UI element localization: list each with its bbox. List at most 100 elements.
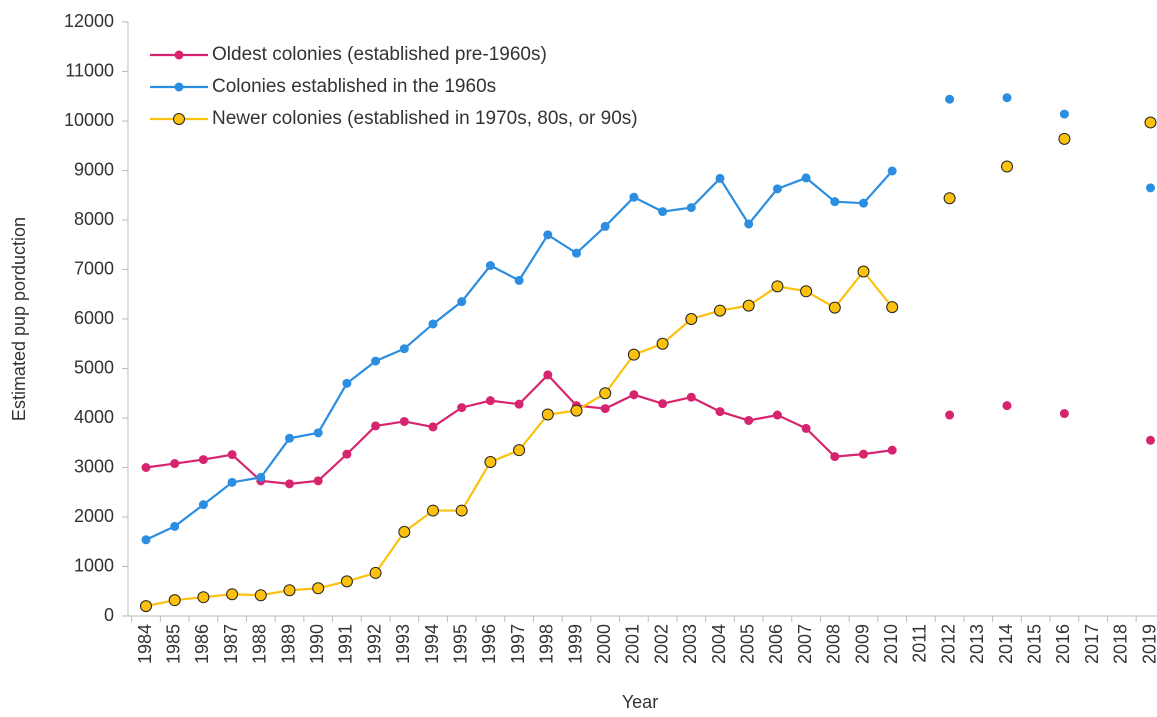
legend-label: Oldest colonies (established pre-1960s) (212, 44, 547, 65)
x-tick-label: 2018 (1111, 624, 1131, 664)
data-point (1059, 109, 1069, 119)
data-point (340, 575, 353, 588)
legend-marker (174, 50, 184, 60)
legend-marker (173, 113, 185, 125)
y-tick-label: 11000 (65, 60, 114, 80)
data-point (599, 387, 612, 400)
x-tick-label: 1999 (565, 624, 585, 664)
data-point (342, 378, 352, 388)
data-point (658, 399, 668, 409)
x-tick-label: 2002 (651, 624, 671, 664)
data-point (600, 404, 610, 414)
x-tick-label: 2014 (996, 624, 1016, 664)
data-point (484, 456, 497, 469)
x-tick-label: 2017 (1082, 624, 1102, 664)
data-point (1144, 116, 1157, 129)
data-point (800, 285, 813, 298)
x-tick-label: 2000 (594, 624, 614, 664)
data-point (198, 500, 208, 510)
data-point (887, 166, 897, 176)
data-point (685, 313, 698, 325)
x-tick-label: 2011 (910, 624, 930, 663)
y-tick-label: 0 (104, 605, 114, 625)
x-tick-label: 2007 (795, 624, 815, 664)
data-point (627, 348, 640, 361)
data-point (629, 192, 639, 202)
data-point (600, 221, 610, 231)
data-point (313, 476, 323, 486)
data-point (886, 301, 899, 314)
data-point (168, 594, 181, 607)
data-point (830, 452, 840, 462)
x-tick-label: 2013 (967, 624, 987, 664)
data-point (1146, 435, 1155, 445)
x-tick-label: 1986 (192, 624, 212, 664)
x-tick-label: 2003 (680, 624, 700, 664)
data-point (859, 198, 868, 208)
x-tick-label: 1998 (537, 624, 557, 664)
x-axis-label: Year (622, 692, 658, 712)
x-tick-label: 2019 (1139, 624, 1157, 664)
y-tick-label: 2000 (74, 506, 114, 526)
x-tick-label: 2010 (881, 624, 901, 664)
data-point (772, 184, 782, 194)
data-point (256, 472, 266, 482)
y-tick-label: 12000 (64, 11, 114, 31)
data-point (857, 265, 870, 278)
data-point (1059, 409, 1069, 419)
data-point (771, 280, 784, 293)
data-point (170, 459, 180, 469)
data-point (714, 304, 726, 317)
x-tick-label: 2015 (1024, 624, 1044, 664)
data-point (1146, 183, 1155, 193)
legend-label: Newer colonies (established in 1970s, 80… (212, 108, 638, 129)
series-line (145, 170, 894, 541)
y-tick-label: 9000 (74, 159, 114, 179)
y-tick-label: 8000 (74, 209, 114, 229)
data-point (1001, 160, 1013, 173)
data-point (226, 588, 239, 601)
data-point (543, 370, 553, 380)
x-tick-label: 2008 (824, 624, 844, 664)
data-point (656, 337, 669, 350)
data-point (514, 399, 524, 409)
data-point (140, 600, 152, 613)
y-tick-label: 10000 (64, 110, 114, 130)
legend-label: Colonies established in the 1960s (212, 76, 496, 97)
data-point (254, 589, 267, 602)
x-tick-label: 1997 (508, 624, 528, 664)
x-tick-label: 1994 (422, 624, 442, 664)
data-point (428, 319, 438, 329)
data-point (543, 230, 553, 240)
data-point (227, 450, 237, 460)
x-tick-label: 1995 (450, 624, 470, 664)
data-point (945, 410, 955, 420)
data-point (369, 566, 382, 579)
data-point (285, 479, 294, 489)
data-point (887, 445, 897, 455)
data-point (227, 477, 237, 487)
data-point (399, 416, 409, 426)
data-point (312, 582, 325, 595)
data-point (859, 449, 868, 459)
data-point (428, 422, 438, 432)
data-point (801, 173, 811, 183)
legend-marker (174, 82, 184, 92)
y-tick-label: 4000 (74, 407, 114, 427)
data-point (485, 261, 495, 271)
data-point (427, 504, 439, 517)
x-tick-label: 2016 (1053, 624, 1073, 664)
x-tick-label: 2004 (709, 624, 729, 664)
data-point (485, 396, 495, 406)
data-point (830, 197, 840, 207)
x-tick-label: 1990 (307, 624, 327, 664)
y-tick-label: 1000 (74, 555, 114, 575)
data-point (570, 404, 583, 417)
x-tick-label: 1992 (364, 624, 384, 664)
data-point (514, 275, 524, 285)
x-tick-label: 1987 (221, 624, 241, 664)
data-point (801, 423, 811, 433)
data-point (513, 444, 526, 457)
x-tick-label: 2012 (938, 624, 958, 664)
